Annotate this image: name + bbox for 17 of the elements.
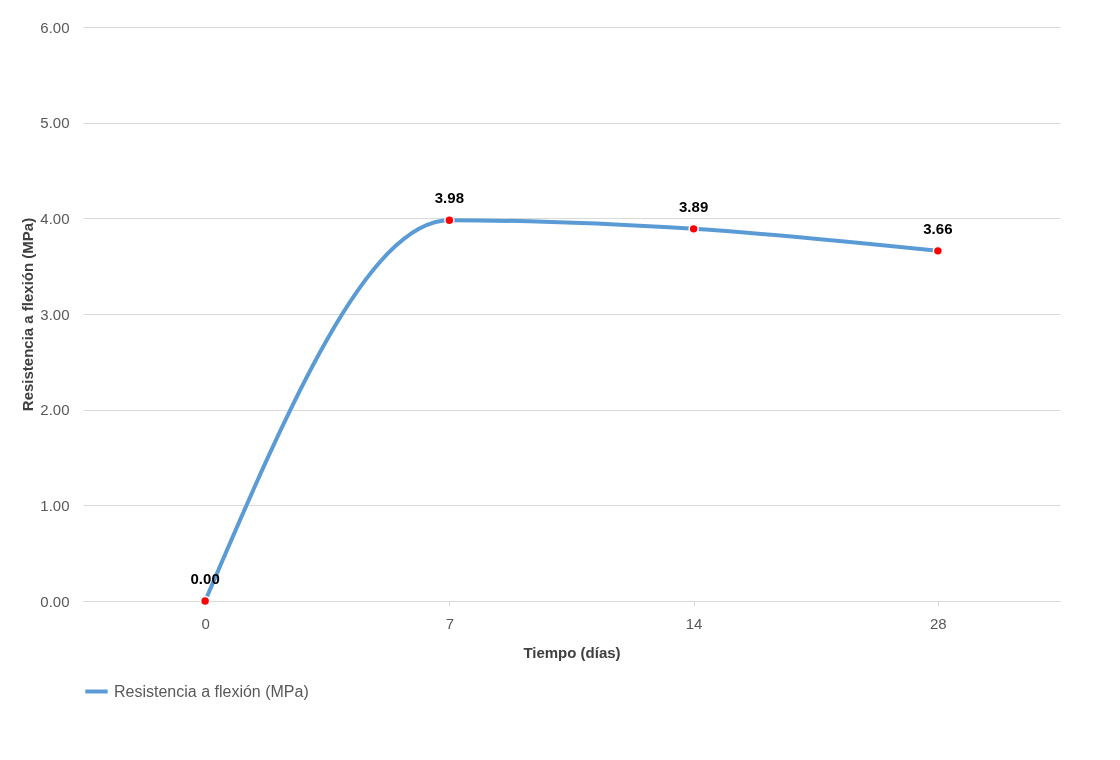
y-tick-label: 6.00 [40, 18, 70, 36]
y-axis-title: Resistencia a flexión (MPa) [19, 217, 37, 412]
data-label: 3.89 [679, 197, 709, 215]
x-tick-label: 0 [201, 614, 210, 632]
y-tick-label: 3.00 [40, 305, 70, 323]
x-tick-label: 7 [445, 614, 455, 632]
x-tick-label: 28 [930, 614, 947, 632]
y-tick-label: 0.00 [40, 592, 70, 610]
x-axis-title: Tiempo (días) [523, 643, 621, 661]
data-label: 3.66 [923, 219, 953, 237]
y-tick-label: 1.00 [40, 496, 70, 514]
x-tick-label: 14 [685, 614, 703, 632]
legend-label: Resistencia a flexión (MPa) [114, 682, 309, 700]
y-tick-label: 5.00 [40, 114, 70, 132]
y-tick-label: 2.00 [40, 401, 70, 419]
y-tick-label: 4.00 [40, 209, 70, 227]
data-label: 3.98 [434, 189, 464, 207]
